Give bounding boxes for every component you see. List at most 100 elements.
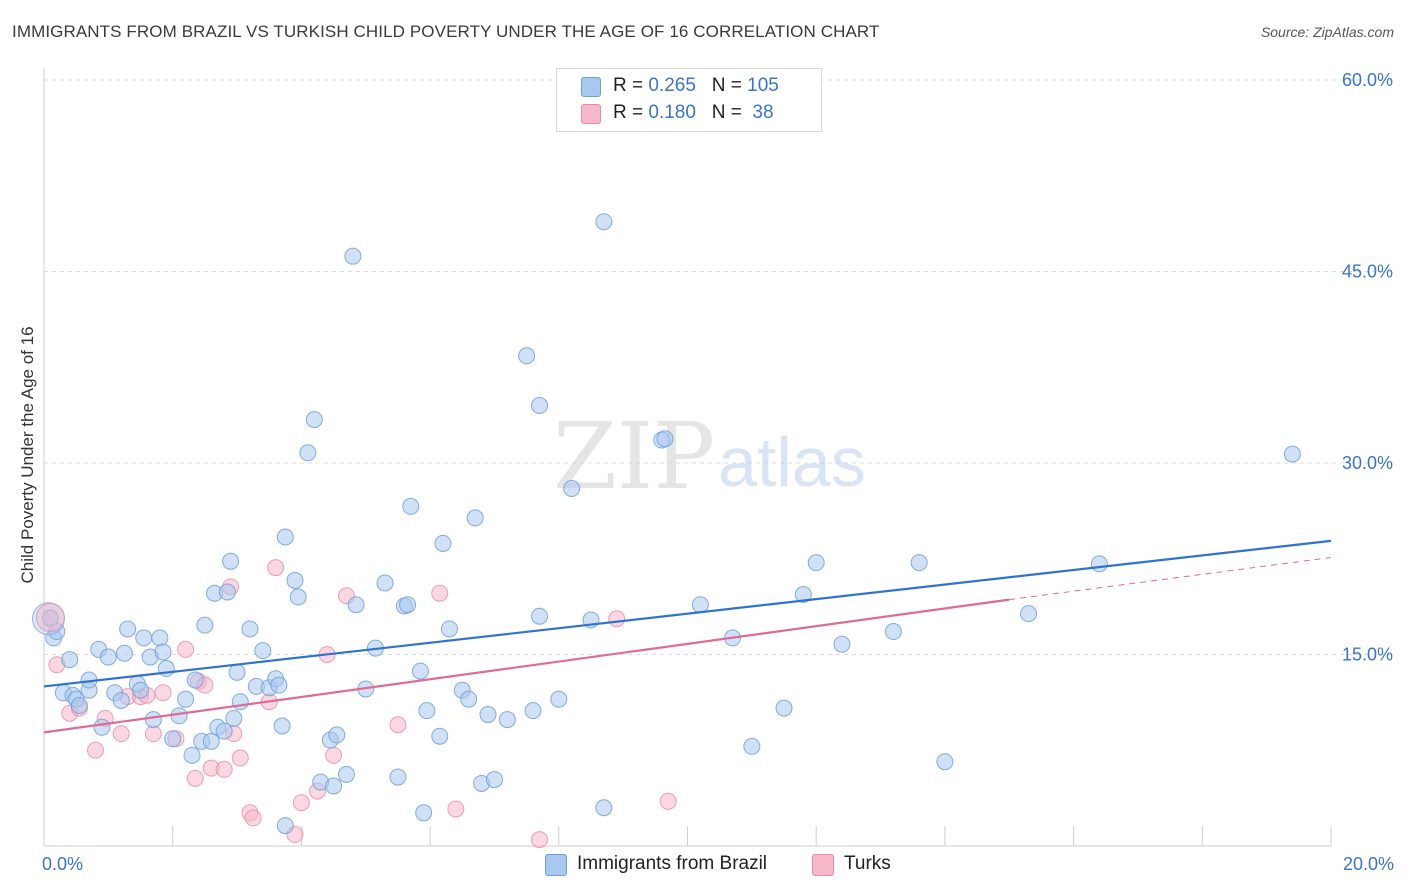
- brazil-point: [164, 730, 182, 748]
- series-legend: Immigrants from Brazil Turks: [0, 852, 1406, 878]
- brazil-point: [347, 596, 365, 614]
- brazil-point: [595, 799, 613, 817]
- turks-point: [447, 800, 465, 818]
- brazil-point: [231, 693, 249, 711]
- brazil-point: [286, 571, 304, 589]
- brazil-point: [151, 629, 169, 647]
- brazil-point: [328, 726, 346, 744]
- brazil-point: [807, 554, 825, 572]
- trend-layer: [43, 539, 1332, 734]
- turks-point: [86, 741, 104, 759]
- brazil-point: [225, 709, 243, 727]
- brazil-point: [218, 583, 236, 601]
- brazil-point: [530, 397, 548, 415]
- brazil-point: [241, 620, 259, 638]
- brazil-point: [1283, 445, 1301, 463]
- brazil-point: [70, 697, 88, 715]
- brazil-point: [119, 620, 137, 638]
- watermark-zip: ZIP: [553, 403, 715, 510]
- turks-trend-extension: [1009, 556, 1332, 601]
- source-credit: Source: ZipAtlas.com: [1260, 24, 1394, 40]
- brazil-point: [132, 681, 150, 699]
- n-label: N =: [711, 75, 748, 96]
- turks-point: [112, 725, 130, 743]
- brazil-point: [1090, 555, 1108, 573]
- series-swatch-brazil: [545, 854, 567, 876]
- points-layer: [31, 213, 1301, 849]
- brazil-point: [479, 706, 497, 724]
- brazil-point: [884, 623, 902, 641]
- turks-point: [154, 684, 172, 702]
- brazil-point: [550, 690, 568, 708]
- brazil-point: [254, 642, 272, 660]
- y-axis-title: Child Poverty Under the Age of 16: [18, 326, 37, 583]
- brazil-point: [61, 651, 79, 669]
- brazil-point: [411, 662, 429, 680]
- x-tick-label: 20.0%: [1343, 854, 1394, 874]
- brazil-point: [170, 707, 188, 725]
- brazil-point: [431, 727, 449, 745]
- legend-swatch-turks: [581, 104, 601, 124]
- brazil-point: [794, 585, 812, 603]
- turks-point: [431, 584, 449, 602]
- brazil-point: [466, 509, 484, 527]
- watermark-atlas: atlas: [718, 423, 866, 501]
- turks-point: [177, 640, 195, 658]
- brazil-point: [524, 702, 542, 720]
- r-value: 0.265: [648, 75, 696, 96]
- series-swatch-turks: [812, 854, 834, 876]
- legend-text-brazil: R = 0.265 N = 105: [613, 75, 779, 97]
- brazil-point: [833, 635, 851, 653]
- brazil-point: [415, 804, 433, 822]
- brazil-point: [289, 588, 307, 606]
- brazil-point: [936, 753, 954, 771]
- x-tick-label: 0.0%: [42, 854, 83, 874]
- brazil-point: [344, 247, 362, 265]
- turks-point: [231, 749, 249, 767]
- brazil-point: [135, 629, 153, 647]
- turks-point: [186, 769, 204, 787]
- brazil-point: [196, 616, 214, 634]
- y-tick-label: 15.0%: [1342, 645, 1393, 665]
- correlation-legend: R = 0.265 N = 105 R = 0.180 N = 38: [556, 68, 822, 132]
- r-label: R =: [613, 75, 649, 96]
- axis-layer: 15.0% 30.0% 45.0% 60.0% 0.0% 20.0%: [42, 68, 1394, 874]
- brazil-point: [93, 718, 111, 736]
- turks-point: [267, 559, 285, 577]
- legend-text-turks: R = 0.180 N = 38: [613, 102, 774, 124]
- legend-swatch-brazil: [581, 77, 601, 97]
- y-tick-label: 30.0%: [1342, 453, 1393, 473]
- brazil-point: [595, 213, 613, 231]
- brazil-point: [418, 702, 436, 720]
- brazil-point: [222, 552, 240, 570]
- y-tick-label: 45.0%: [1342, 262, 1393, 282]
- turks-point: [244, 809, 262, 827]
- brazil-point: [775, 699, 793, 717]
- series-label-brazil: Immigrants from Brazil: [577, 853, 768, 874]
- brazil-point: [518, 347, 536, 365]
- brazil-point: [305, 411, 323, 429]
- turks-point: [292, 794, 310, 812]
- r-label: R =: [613, 102, 649, 123]
- turks-point: [325, 746, 343, 764]
- brazil-point: [177, 690, 195, 708]
- chart-title: IMMIGRANTS FROM BRAZIL VS TURKISH CHILD …: [12, 22, 880, 41]
- n-value: 38: [747, 102, 774, 123]
- brazil-point: [299, 444, 317, 462]
- turks-point: [530, 831, 548, 849]
- brazil-point: [656, 430, 674, 448]
- brazil-point: [563, 480, 581, 498]
- brazil-point: [183, 746, 201, 764]
- brazil-point: [337, 766, 355, 784]
- brazil-point: [498, 711, 516, 729]
- brazil-point: [402, 497, 420, 515]
- brazil-point: [691, 596, 709, 614]
- brazil-point: [154, 643, 172, 661]
- brazil-point: [112, 691, 130, 709]
- n-label: N =: [711, 102, 748, 123]
- brazil-point: [325, 777, 343, 795]
- r-value: 0.180: [648, 102, 696, 123]
- y-tick-label: 60.0%: [1342, 70, 1393, 90]
- brazil-point: [1020, 605, 1038, 623]
